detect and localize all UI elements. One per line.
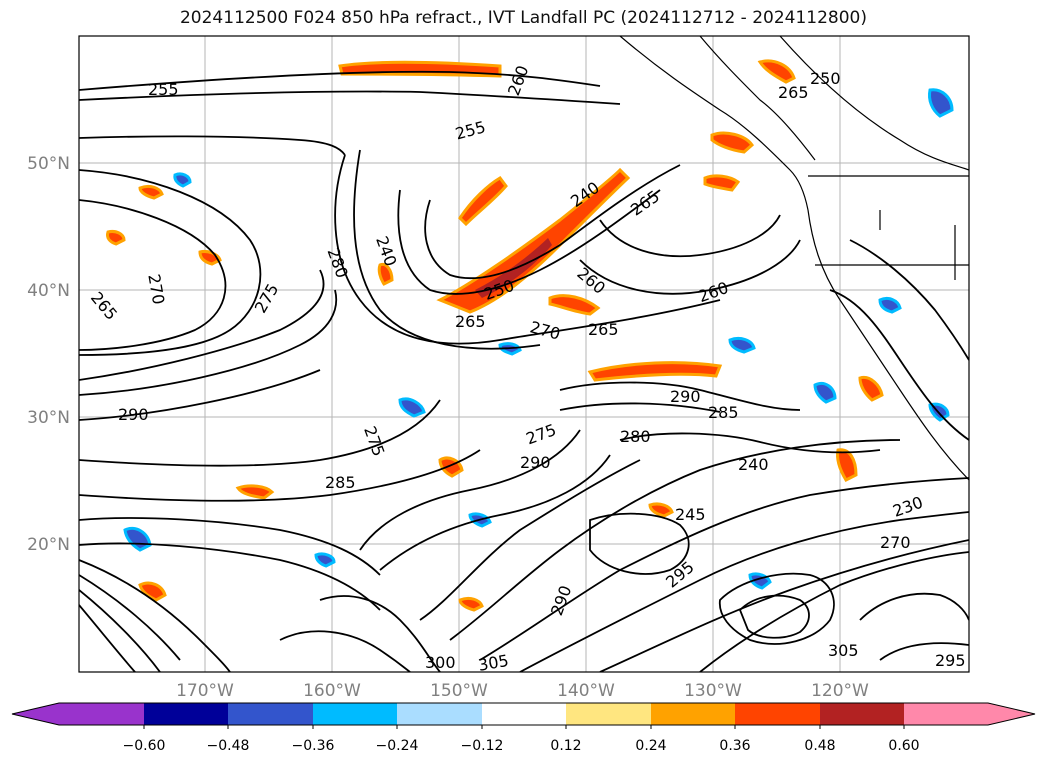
longitude-labels: 170°W 160°W 150°W 140°W 130°W 120°W — [176, 681, 869, 701]
contour-label: 290 — [670, 387, 701, 406]
colorbar-outline — [11, 702, 1036, 726]
colorbar-segment — [397, 703, 482, 725]
lon-label-170w: 170°W — [176, 681, 234, 701]
colorbar-high-extend — [988, 703, 1035, 725]
contour-label: 305 — [828, 641, 859, 660]
map-title: 2024112500 F024 850 hPa refract., IVT La… — [179, 8, 867, 28]
map-background — [79, 36, 969, 672]
contour-label: 240 — [738, 455, 769, 474]
contour-label: 290 — [520, 453, 551, 472]
contour-label: 245 — [675, 505, 706, 524]
colorbar-tick-label: 0.24 — [635, 738, 666, 754]
map-frame — [78, 35, 970, 673]
ivt-contours — [79, 70, 969, 672]
coastlines — [619, 36, 969, 481]
colorbar: −0.60 −0.48 −0.36 −0.24 −0.12 0.12 0.24 … — [11, 702, 1036, 754]
contour-label: 300 — [425, 653, 456, 672]
colorbar-segment — [820, 703, 904, 725]
colorbar-low-extend — [12, 703, 59, 725]
contour-label: 270 — [880, 533, 911, 552]
colorbar-tick-label: −0.48 — [207, 738, 250, 754]
contour-label: 280 — [620, 427, 651, 446]
colorbar-tick-label: 0.48 — [804, 738, 835, 754]
colorbar-tick-label: −0.12 — [461, 738, 504, 754]
lon-label-130w: 130°W — [684, 681, 742, 701]
contour-label: 290 — [118, 405, 149, 424]
lat-label-20n: 20°N — [27, 535, 70, 555]
colorbar-segment — [228, 703, 313, 725]
contour-label: 265 — [588, 320, 619, 339]
lat-label-30n: 30°N — [27, 408, 70, 428]
lon-label-160w: 160°W — [303, 681, 361, 701]
colorbar-tick-labels: −0.60 −0.48 −0.36 −0.24 −0.12 0.12 0.24 … — [123, 738, 920, 754]
lat-label-50n: 50°N — [27, 154, 70, 174]
colorbar-segment — [313, 703, 397, 725]
colorbar-segment — [904, 703, 988, 725]
colorbar-ticks — [143, 725, 905, 729]
colorbar-segment — [482, 703, 566, 725]
colorbar-segment — [651, 703, 735, 725]
lon-label-120w: 120°W — [811, 681, 869, 701]
colorbar-segment — [735, 703, 820, 725]
colorbar-tick-label: 0.12 — [550, 738, 581, 754]
contour-label: 255 — [148, 80, 179, 99]
contour-label: 285 — [708, 403, 739, 422]
contour-label: 285 — [325, 473, 356, 492]
lon-label-140w: 140°W — [557, 681, 615, 701]
colorbar-tick-label: −0.36 — [292, 738, 335, 754]
contour-label: 295 — [935, 651, 966, 670]
colorbar-segment — [566, 703, 651, 725]
colorbar-tick-label: 0.36 — [719, 738, 750, 754]
lat-label-40n: 40°N — [27, 281, 70, 301]
colorbar-tick-label: −0.60 — [123, 738, 166, 754]
lon-label-150w: 150°W — [430, 681, 488, 701]
contour-label: 250 — [810, 69, 841, 88]
contour-label: 265 — [778, 83, 809, 102]
colorbar-segment — [144, 703, 228, 725]
latitude-labels: 50°N 40°N 30°N 20°N — [27, 154, 70, 555]
colorbar-segment — [59, 703, 144, 725]
colorbar-tick-label: 0.60 — [888, 738, 919, 754]
contour-label: 265 — [455, 312, 486, 331]
negative-refractivity-fills — [123, 88, 954, 590]
colorbar-tick-label: −0.24 — [376, 738, 419, 754]
